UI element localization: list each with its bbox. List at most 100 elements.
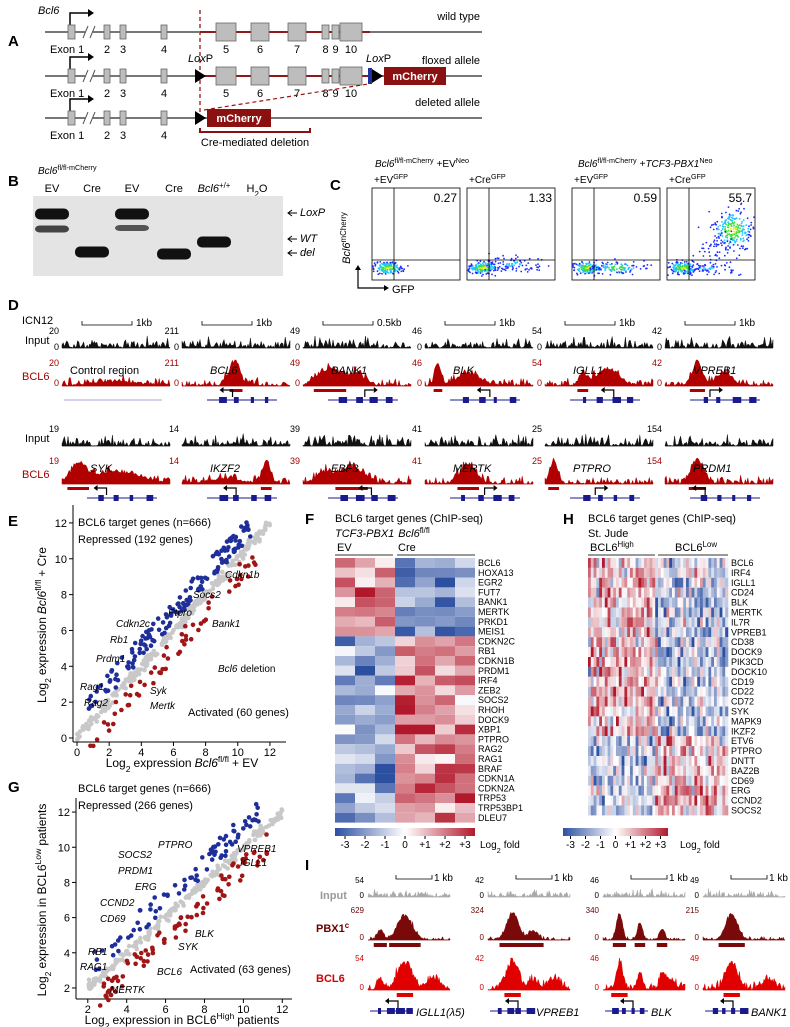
heatmap-cell <box>702 716 706 727</box>
gene-point <box>141 958 147 964</box>
heatmap-cell <box>672 716 676 727</box>
heatmap-cell <box>702 775 706 786</box>
flow-event <box>736 244 739 246</box>
heatmap-cell <box>705 617 709 628</box>
flow-event <box>626 264 629 267</box>
band-label: WT <box>300 233 318 245</box>
gene-label: ERG <box>731 786 751 796</box>
flow-event <box>486 263 489 265</box>
heatmap-cell <box>658 577 662 588</box>
heatmap-cell <box>677 597 681 608</box>
heatmap-cell <box>655 597 659 608</box>
heatmap-cell <box>638 775 642 786</box>
scale-bar <box>322 321 374 326</box>
gene-point <box>194 887 200 893</box>
heatmap-cell <box>395 685 415 696</box>
track-signal <box>602 913 686 941</box>
heatmap-cell <box>674 736 678 747</box>
heatmap-cell <box>697 627 701 638</box>
gene-label: RB1 <box>88 947 107 958</box>
heatmap-cell <box>660 736 664 747</box>
heatmap-cell <box>588 577 592 588</box>
gene-label: BLK <box>195 929 215 940</box>
heatmap-cell <box>610 587 614 598</box>
heatmap-cell <box>588 627 592 638</box>
track-max: 46 <box>412 358 422 368</box>
heatmap-cell <box>632 726 636 737</box>
flow-event <box>481 265 483 268</box>
y-tick-label: 4 <box>64 948 70 960</box>
heatmap-cell <box>708 686 712 697</box>
heatmap-cell <box>719 706 723 717</box>
heatmap-cell <box>618 597 622 608</box>
heatmap-cell <box>607 726 611 737</box>
gene-point <box>182 887 187 892</box>
heatmap-cell <box>646 706 650 717</box>
heatmap-cell <box>635 627 639 638</box>
flow-event <box>511 264 514 267</box>
track-max: 54 <box>532 326 542 336</box>
heatmap-cell <box>652 607 656 618</box>
gene-point <box>123 685 128 691</box>
heatmap-cell <box>686 795 690 806</box>
heatmap-cell <box>714 676 718 687</box>
heatmap-cell <box>680 785 684 796</box>
heatmap-cell <box>711 577 715 588</box>
heatmap-cell <box>711 785 715 796</box>
flow-event <box>602 265 605 267</box>
flow-event <box>502 254 504 257</box>
flow-event <box>614 263 617 266</box>
heatmap-cell <box>602 765 606 776</box>
heatmap-cell <box>630 597 634 608</box>
heatmap-cell <box>660 587 664 598</box>
heatmap-cell <box>593 567 597 578</box>
heatmap-cell <box>604 666 608 677</box>
flow-event <box>721 228 724 231</box>
gene-point <box>104 701 110 706</box>
gene-name: Bcl6 <box>38 5 60 17</box>
heatmap-cell <box>722 706 726 717</box>
track-max: 39 <box>290 424 300 434</box>
flow-event <box>728 266 731 269</box>
flow-event <box>724 268 726 271</box>
gene-exon <box>113 495 119 501</box>
gene-point <box>217 835 223 841</box>
heatmap-cell <box>672 765 676 776</box>
flow-event <box>386 271 389 274</box>
gene-point <box>83 725 88 731</box>
heatmap-cell <box>677 567 681 578</box>
gene-point <box>209 857 215 862</box>
heatmap-cell <box>607 756 611 766</box>
heatmap-cell <box>590 726 594 737</box>
gene-label: VPREB1 <box>731 627 767 637</box>
flow-event <box>721 235 724 237</box>
scale-bar <box>730 875 768 880</box>
flow-event <box>733 221 736 224</box>
heatmap-cell <box>638 637 642 648</box>
gene-label: Bank1 <box>212 619 240 630</box>
heatmap-cell <box>604 746 608 756</box>
flow-event <box>526 271 529 273</box>
heatmap-cell <box>618 775 622 786</box>
heatmap-cell <box>355 636 375 647</box>
flow-event <box>514 262 517 265</box>
heatmap-cell <box>672 597 676 608</box>
flow-event <box>681 262 684 265</box>
heatmap-cell <box>415 607 435 617</box>
axis-label-part: Bcl6 <box>35 590 49 614</box>
heatmap-cell <box>646 657 650 667</box>
heatmap-cell <box>638 676 642 687</box>
heatmap-cell <box>691 607 695 618</box>
heatmap-cell <box>649 706 653 717</box>
track-max: 46 <box>590 954 599 963</box>
flow-event <box>714 222 717 224</box>
heatmap-cell <box>395 754 415 764</box>
flow-event <box>489 269 492 272</box>
heatmap-cell <box>652 736 656 747</box>
heatmap-cell <box>674 657 678 667</box>
gene-point <box>155 923 161 928</box>
track-label-part: PBX1 <box>316 923 345 935</box>
heatmap-cell <box>355 616 375 627</box>
track-signal <box>61 435 171 447</box>
flow-event <box>578 262 581 265</box>
